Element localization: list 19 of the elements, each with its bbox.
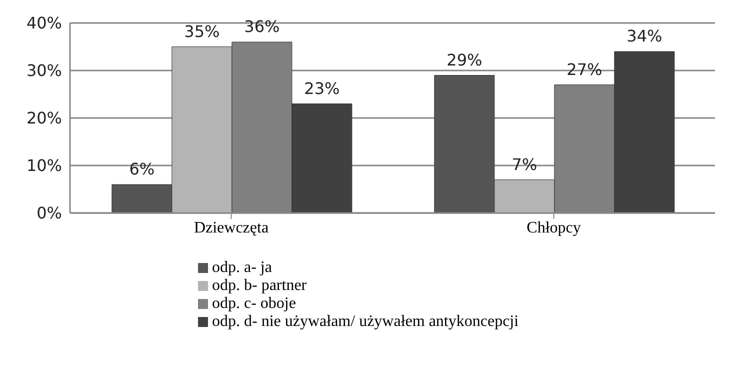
- y-tick-label: 40%: [26, 14, 62, 33]
- data-label: 27%: [566, 60, 602, 79]
- data-label: 34%: [626, 26, 662, 46]
- x-tick-label: Dziewczęta: [194, 219, 269, 236]
- legend-label: odp. d- nie używałam/ używałem antykoncepcji: [212, 313, 519, 330]
- data-label: 29%: [446, 50, 482, 70]
- x-tick-label: Chłopcy: [526, 219, 581, 236]
- data-label: 7%: [512, 154, 538, 174]
- data-label: 35%: [184, 22, 220, 41]
- legend-label: odp. a- ja: [212, 259, 272, 276]
- y-tick-label: 0%: [36, 204, 62, 223]
- data-label: 23%: [304, 78, 340, 98]
- data-label: 6%: [129, 160, 155, 178]
- y-tick-label: 30%: [26, 61, 62, 80]
- y-tick-label: 20%: [26, 108, 62, 128]
- legend-label: odp. b- partner: [212, 277, 307, 294]
- y-tick-label: 10%: [26, 156, 62, 176]
- data-label: 36%: [244, 17, 280, 36]
- legend-label: odp. c- oboje: [212, 295, 296, 312]
